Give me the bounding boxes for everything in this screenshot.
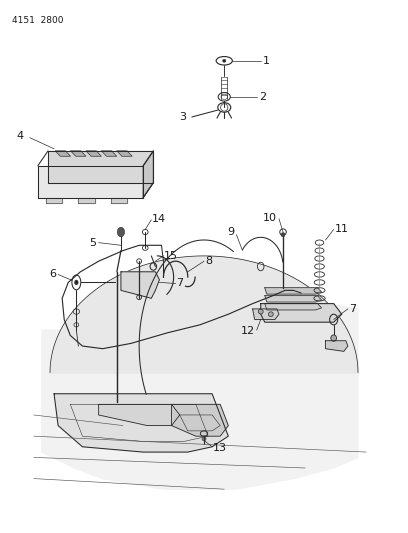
Polygon shape <box>48 151 153 183</box>
Text: 5: 5 <box>90 238 97 248</box>
Polygon shape <box>265 288 322 294</box>
Polygon shape <box>102 151 117 156</box>
Polygon shape <box>121 272 160 298</box>
Text: 13: 13 <box>213 443 227 453</box>
Text: 4151  2800: 4151 2800 <box>11 16 63 25</box>
Polygon shape <box>71 151 86 156</box>
Ellipse shape <box>331 335 337 341</box>
Text: 11: 11 <box>335 224 348 235</box>
Polygon shape <box>117 151 132 156</box>
Polygon shape <box>265 304 322 310</box>
Ellipse shape <box>117 227 124 237</box>
Polygon shape <box>54 394 228 452</box>
Text: 2: 2 <box>259 92 266 102</box>
Polygon shape <box>55 151 71 156</box>
Text: 9: 9 <box>227 227 234 237</box>
Text: 7: 7 <box>349 304 356 314</box>
Text: 14: 14 <box>152 214 166 224</box>
Text: 6: 6 <box>49 270 56 279</box>
Polygon shape <box>38 166 143 198</box>
Ellipse shape <box>281 232 285 237</box>
Text: 4: 4 <box>17 131 24 141</box>
Polygon shape <box>172 405 228 436</box>
Polygon shape <box>86 151 101 156</box>
Ellipse shape <box>223 59 226 62</box>
Text: 12: 12 <box>241 326 255 336</box>
Polygon shape <box>143 151 153 198</box>
Ellipse shape <box>258 309 263 314</box>
Polygon shape <box>326 341 348 351</box>
Polygon shape <box>42 298 358 489</box>
Text: 1: 1 <box>263 56 270 66</box>
Polygon shape <box>99 405 180 425</box>
Polygon shape <box>253 309 279 319</box>
Polygon shape <box>261 304 342 322</box>
Text: 3: 3 <box>179 112 186 122</box>
Text: 10: 10 <box>263 213 277 223</box>
Polygon shape <box>78 198 95 203</box>
Polygon shape <box>46 198 62 203</box>
Ellipse shape <box>202 437 206 441</box>
Polygon shape <box>111 198 127 203</box>
Polygon shape <box>265 296 322 302</box>
Text: 7: 7 <box>176 278 184 288</box>
Text: 15: 15 <box>164 251 178 261</box>
Text: 8: 8 <box>205 256 212 266</box>
Ellipse shape <box>75 280 78 285</box>
Ellipse shape <box>268 312 273 317</box>
